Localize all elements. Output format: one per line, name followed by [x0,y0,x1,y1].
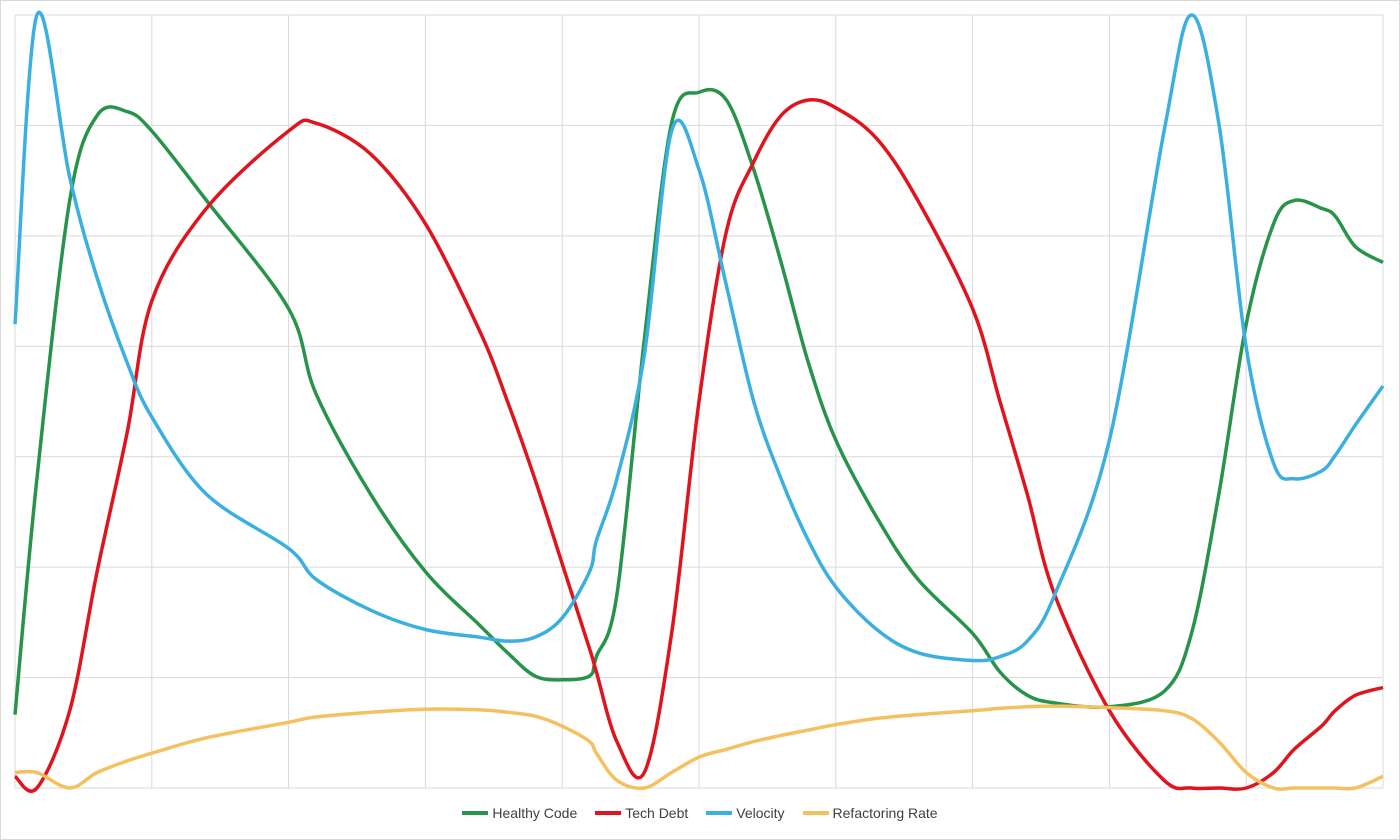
series-lines [13,10,1385,793]
legend-label: Healthy Code [492,805,578,821]
legend: Healthy Code Tech Debt Velocity Refactor… [0,805,1400,821]
series-line-tech-debt [13,97,1384,793]
legend-item-refactoring-rate: Refactoring Rate [802,805,938,821]
gridlines [14,14,1384,789]
series-line-refactoring-rate [14,704,1384,791]
legend-label: Tech Debt [625,805,689,821]
line-chart [13,10,1385,793]
legend-item-healthy-code: Healthy Code [462,805,577,821]
legend-swatch [802,811,829,815]
legend-swatch [706,811,733,815]
series-line-velocity [13,10,1385,663]
legend-item-tech-debt: Tech Debt [595,805,688,821]
legend-swatch [462,811,489,815]
legend-label: Velocity [736,805,785,821]
series-line-healthy-code [13,87,1384,715]
legend-label: Refactoring Rate [832,805,938,821]
legend-item-velocity: Velocity [706,805,785,821]
legend-swatch [595,811,622,815]
